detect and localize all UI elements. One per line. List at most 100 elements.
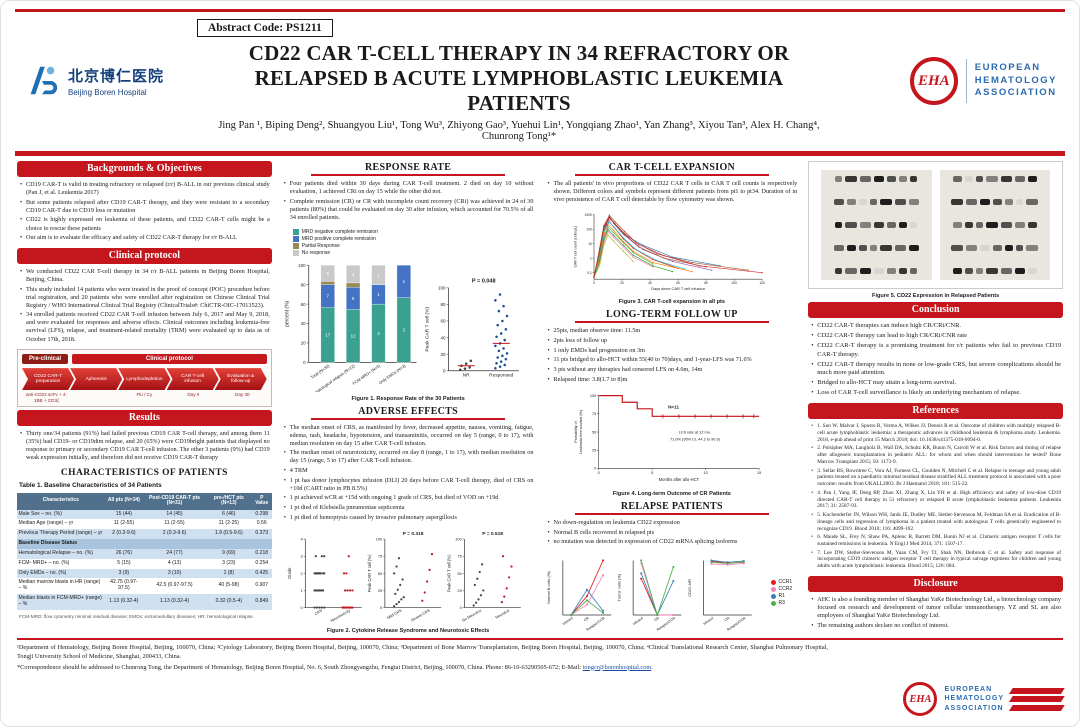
table-row: Only EMDs – no. (%) 3 (9) 3 (10) 1 (8) 0.425 [17,568,272,579]
gel-band [845,268,858,274]
svg-text:Neurotox: Neurotox [495,609,510,620]
section-results-header: Results [17,410,272,427]
svg-text:100: 100 [455,537,462,542]
table-cell: 11 (2-25) [218,520,239,527]
column-expansion: CAR T-CELL EXPANSION The all patients' i… [545,161,800,634]
svg-text:0: 0 [593,281,595,285]
svg-text:71.6% (95% CI, 44.2 to 90.9): 71.6% (95% CI, 44.2 to 90.9) [669,437,720,442]
reference-item: 4. Pan J, Yang JF, Deng BP, Zhao XJ, Zha… [811,490,1061,511]
gel-band [985,222,998,228]
figure-3-caption: Figure 3. CAR T-cell expansion in all pt… [618,299,726,306]
svg-text:1000: 1000 [584,213,591,217]
gel-band [869,199,877,205]
table-header-cell: P Value [251,493,272,510]
background-bullet: CD22 is highly expressed on leukemia of … [20,216,270,232]
svg-text:20: 20 [300,340,305,345]
svg-text:25: 25 [378,588,383,593]
table-cell: 0.373 [251,529,272,540]
svg-text:Tumor cells (%): Tumor cells (%) [616,573,621,601]
results-bullets: Thirty one/34 patients (91%) had failed … [17,429,272,465]
svg-text:Probability of: Probability of [574,421,578,443]
table-cell: 0.298 [251,509,272,520]
boren-logo-cn: 北京博仁医院 [68,68,165,85]
svg-text:CRS: CRS [314,609,323,617]
svg-text:Mild CRS: Mild CRS [386,609,402,621]
gel-band [910,176,918,182]
svg-text:80: 80 [704,281,708,285]
gel-band [908,245,919,251]
svg-text:20: 20 [620,281,624,285]
protocol-step: Apheresis [70,368,122,390]
gel-band-row [825,199,928,205]
table-cell: 0.218 [251,548,272,559]
gel-band-row [944,245,1047,251]
gel-band [985,176,998,182]
section-expansion-header: CAR T-CELL EXPANSION [545,162,800,176]
relapse-bullet: no mutation was detected in expression o… [548,538,798,546]
gel-band [874,268,885,274]
adverse-bullet: 1 pt has donor lymphocytes infusion (DLI… [284,477,534,493]
table-cell: Hematological Relapse – no. (%) [17,548,105,559]
svg-text:0: 0 [303,360,306,365]
svg-text:0: 0 [597,472,599,476]
svg-text:40: 40 [440,335,445,340]
svg-text:Severe CRS: Severe CRS [410,609,431,623]
poster-footer: ¹Department of Hematology, Beijing Boren… [17,638,1065,718]
followup-bullet: 3 pts without any therapies had censored… [548,366,798,374]
conclusion-bullet: CD22 CAR-T therapies can induce high CR/… [811,322,1061,331]
svg-text:12: 12 [350,333,355,338]
figure-2-caption: Figure 2. Cytokine Release Syndrome and … [326,628,490,634]
figure-3-chart: 0 20 40 60 80 100 120 0.1 1 10 100 1000 Days since C… [573,213,764,291]
gel-band [869,245,877,251]
table-header-cell: All pts (N=34) [104,493,144,510]
table-cell: Median blasts in FCM-MRD+ (range) – % [17,594,105,610]
gel-band [887,268,897,274]
reference-item: 7. Lee DW, Stetler-Stevenson M, Yuan CM,… [811,550,1061,571]
svg-text:FCM-MRD+ (N=5): FCM-MRD+ (N=5) [351,362,381,385]
protocol-bullet: We conducted CD22 CAR T-cell therapy in … [20,268,270,284]
table-cell: 0.254 [255,559,269,566]
svg-text:Neurotoxicity: Neurotoxicity [330,609,351,624]
svg-text:NR: NR [462,372,469,378]
svg-text:CR: CR [653,616,660,622]
correspondence-text: *Correspondence should be addressed to C… [17,663,653,671]
svg-text:80: 80 [440,302,445,307]
gel-band [846,199,856,205]
svg-text:Hematological relapse (N=22): Hematological relapse (N=22) [309,362,356,391]
legend-item: R1 [770,593,793,599]
table-cell: 15 (44) [104,509,144,520]
svg-text:LFS rate at 12 mo,: LFS rate at 12 mo, [678,430,710,435]
results-bullet: Thirty one/34 patients (91%) had failed … [20,430,270,462]
reference-item: 5. Kochenderfer JN, Wilson WH, Janik JE,… [811,512,1061,533]
table-cell: 4 (13) [167,559,182,566]
table-cell: 2 (0.3-9.6) [143,529,206,540]
legend-item: MRD negative complete remission [292,228,536,235]
gel-band [879,199,892,205]
legend-item: R3 [770,600,793,606]
legend-item: Partial Response [292,242,536,249]
gel-band-row [944,222,1047,228]
svg-text:Peak CAR T cell (%): Peak CAR T cell (%) [367,554,372,592]
gel-band [985,268,998,274]
svg-text:Infused: Infused [632,616,644,626]
gel-band [1005,199,1014,205]
table-category-cell: Baseline Disease Status [17,539,272,549]
gel-band [910,222,918,228]
background-bullet: Our aim is to evaluate the efficacy and … [20,234,270,242]
table-row: Baseline Disease Status [17,539,272,549]
section-backgrounds-header: Backgrounds & Objectives [17,161,272,177]
eha-logo-text: EUROPEAN HEMATOLOGY ASSOCIATION [975,62,1057,100]
gel-band-row [825,176,928,182]
protocol-steps-row: CD22 CAR-T preparation Apheresis Lymphodep… [22,368,267,390]
svg-text:2: 2 [300,571,302,576]
correspondence-email-link[interactable]: tongcr@borenhospital.com [582,663,652,671]
section-disclosure-header: Disclosure [808,575,1063,592]
eha-logo: EHA EUROPEAN HEMATOLOGY ASSOCIATION [845,17,1057,145]
section-references-header: References [808,403,1063,420]
gel-band-row [944,199,1047,205]
protocol-step-note: Flu / Cy [136,392,153,398]
svg-text:2: 2 [402,327,405,332]
correspondence-prefix: *Correspondence should be addressed to C… [17,663,583,671]
boren-logo-icon [30,66,58,95]
